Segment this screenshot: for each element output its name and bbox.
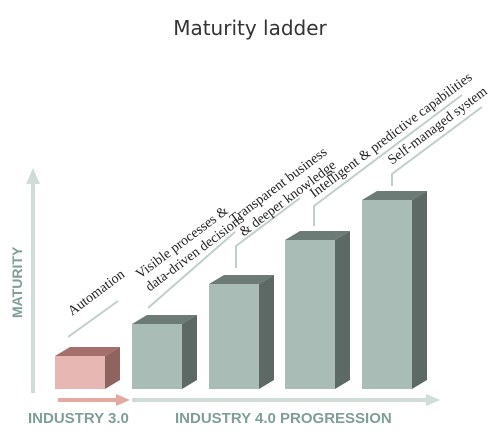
x-axis-industry-3-label: INDUSTRY 3.0 — [28, 410, 129, 427]
step-side — [105, 347, 120, 389]
title: Maturity ladder — [173, 16, 327, 40]
step-front — [55, 356, 105, 389]
step-leader-line — [313, 94, 463, 226]
step-leader-line — [391, 106, 483, 186]
step-front — [132, 324, 182, 389]
x-axis-industry-3-arrow — [58, 394, 130, 406]
x-axis-industry-4-label: INDUSTRY 4.0 PROGRESSION — [175, 410, 392, 427]
step-top — [55, 347, 120, 356]
y-axis — [26, 168, 40, 393]
step-leader-line — [67, 300, 119, 338]
ladder-step: Automation — [55, 267, 128, 389]
step-side — [259, 275, 274, 389]
step-top — [209, 275, 274, 284]
step-leader-line — [235, 197, 301, 268]
step-side — [335, 231, 350, 389]
step-front — [285, 240, 335, 389]
step-label-line: Automation — [65, 267, 128, 319]
step-side — [182, 315, 197, 389]
step-top — [285, 231, 350, 240]
step-top — [362, 191, 427, 200]
step-front — [362, 200, 412, 389]
step-top — [132, 315, 197, 324]
step-front — [209, 284, 259, 389]
y-axis-label: MATURITY — [9, 246, 25, 318]
x-axis-industry-4-arrow — [132, 394, 440, 406]
ladder-step: Self-managed system — [362, 84, 491, 389]
step-leader-line — [147, 231, 236, 309]
step-side — [412, 191, 427, 389]
step-label: Automation — [65, 267, 128, 319]
